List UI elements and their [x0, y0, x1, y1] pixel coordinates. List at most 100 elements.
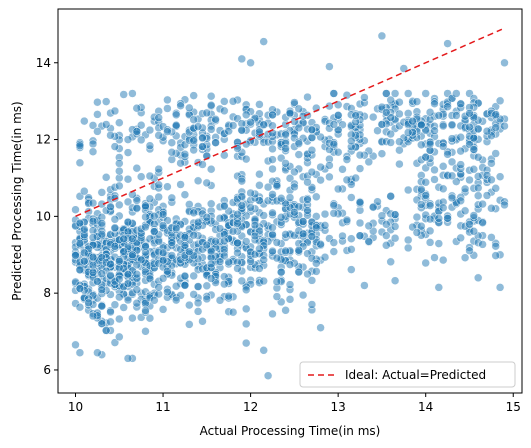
- scatter-point: [355, 150, 365, 160]
- scatter-point: [255, 264, 264, 273]
- legend-box: [299, 361, 516, 388]
- scatter-point: [342, 155, 352, 164]
- scatter-point: [447, 171, 457, 181]
- scatter-point: [154, 164, 163, 174]
- scatter-point: [110, 223, 120, 233]
- scatter-point: [263, 182, 273, 192]
- scatter-point: [237, 176, 247, 186]
- scatter-point: [386, 191, 395, 201]
- scatter-point: [329, 120, 339, 129]
- scatter-point: [487, 175, 496, 185]
- scatter-point: [202, 213, 212, 222]
- scatter-point: [128, 250, 137, 260]
- scatter-point: [228, 121, 238, 130]
- scatter-point: [198, 317, 207, 326]
- scatter-point: [395, 159, 404, 169]
- scatter-point: [447, 134, 457, 143]
- scatter-point: [75, 239, 85, 248]
- scatter-point: [460, 184, 470, 194]
- scatter-point: [193, 176, 203, 186]
- scatter-point: [158, 274, 168, 283]
- scatter-point: [189, 230, 198, 240]
- scatter-point: [342, 175, 352, 185]
- scatter-point: [75, 218, 85, 228]
- scatter-point: [128, 313, 137, 323]
- scatter-point: [211, 237, 220, 246]
- scatter-point: [478, 199, 487, 209]
- scatter-point: [491, 251, 500, 260]
- scatter-point: [97, 199, 107, 209]
- scatter-point: [163, 267, 172, 276]
- scatter-point: [329, 139, 339, 149]
- scatter-point: [421, 178, 430, 187]
- scatter-point: [408, 116, 417, 126]
- scatter-point: [272, 181, 282, 191]
- scatter-point: [93, 127, 102, 136]
- scatter-point: [233, 248, 242, 258]
- scatter-point: [128, 234, 137, 243]
- scatter-point: [101, 120, 111, 129]
- scatter-point: [368, 202, 378, 212]
- scatter-point: [316, 162, 325, 172]
- scatter-point: [425, 139, 435, 149]
- scatter-point: [97, 301, 107, 311]
- scatter-point: [303, 195, 312, 204]
- scatter-point: [110, 106, 120, 116]
- scatter-point: [452, 177, 461, 186]
- scatter-point: [123, 174, 133, 184]
- scatter-point: [250, 231, 260, 241]
- scatter-point: [145, 194, 155, 204]
- scatter-point: [469, 145, 479, 154]
- plot-frame: [57, 8, 523, 394]
- scatter-points: [71, 31, 509, 380]
- scatter-point: [390, 233, 400, 243]
- scatter-point: [189, 271, 198, 281]
- scatter-point: [430, 175, 439, 184]
- scatter-point: [403, 89, 413, 98]
- scatter-point: [180, 190, 190, 199]
- scatter-point: [233, 144, 242, 153]
- scatter-point: [202, 240, 212, 250]
- scatter-point: [211, 115, 220, 124]
- scatter-point: [303, 92, 312, 102]
- scatter-point: [80, 248, 89, 258]
- scatter-point: [281, 130, 290, 139]
- scatter-point: [338, 231, 347, 241]
- scatter-point: [97, 269, 107, 278]
- scatter-point: [202, 178, 212, 188]
- scatter-point: [294, 139, 304, 148]
- scatter-point: [141, 242, 150, 251]
- scatter-point: [71, 205, 80, 214]
- scatter-point: [220, 251, 229, 261]
- scatter-point: [215, 257, 225, 266]
- scatter-point: [329, 201, 339, 210]
- y-axis-label: Predicted Processing Time(in ms): [10, 101, 24, 300]
- scatter-point: [110, 242, 120, 251]
- scatter-point: [268, 246, 277, 256]
- scatter-point: [185, 247, 194, 256]
- scatter-point: [80, 116, 89, 126]
- scatter-point: [412, 97, 422, 106]
- scatter-point: [241, 338, 251, 348]
- scatter-point: [128, 190, 137, 199]
- scatter-point: [360, 281, 369, 290]
- scatter-point: [268, 110, 277, 120]
- scatter-point: [106, 317, 115, 327]
- scatter-point: [154, 283, 163, 292]
- scatter-point: [176, 101, 185, 110]
- scatter-point: [128, 89, 137, 98]
- scatter-point: [312, 192, 321, 202]
- scatter-point: [97, 218, 107, 228]
- scatter-point: [193, 282, 203, 291]
- scatter-point: [390, 89, 400, 98]
- scatter-point: [97, 319, 107, 328]
- scatter-point: [390, 276, 400, 285]
- scatter-point: [123, 270, 133, 279]
- scatter-point: [259, 276, 268, 286]
- scatter-point: [106, 131, 115, 140]
- scatter-point: [438, 255, 448, 265]
- scatter-point: [268, 164, 277, 174]
- scatter-point: [395, 137, 404, 146]
- scatter-point: [303, 177, 312, 187]
- scatter-point: [220, 150, 229, 160]
